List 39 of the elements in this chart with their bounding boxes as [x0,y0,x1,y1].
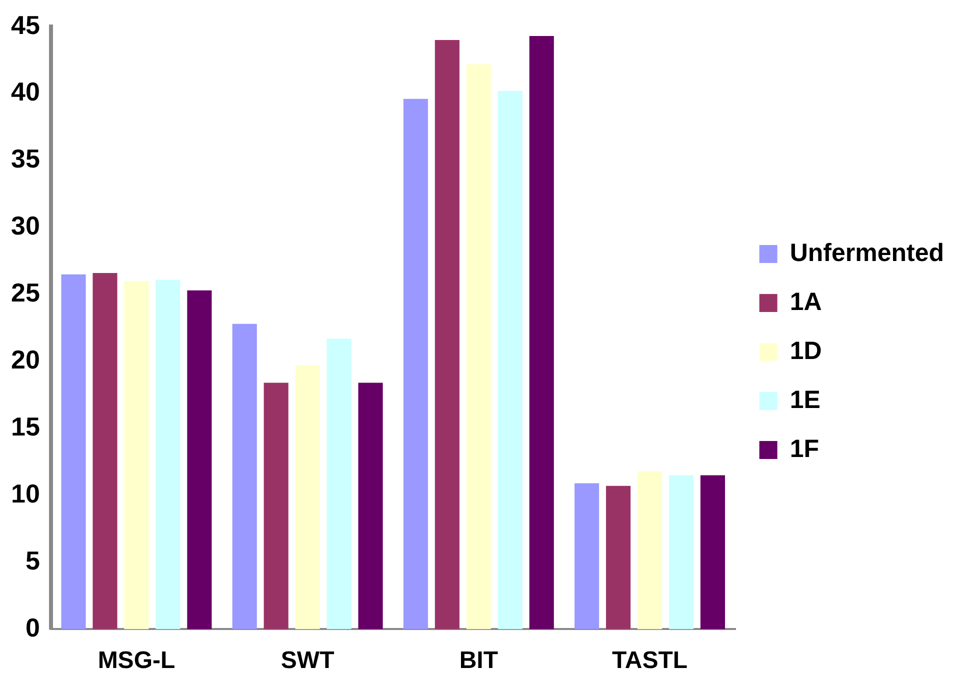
legend-label: 1D [790,336,822,365]
bar [326,338,352,630]
bar [403,98,428,630]
bar [92,272,118,630]
y-tick-label: 25 [11,278,40,308]
y-tick-label: 0 [25,612,40,642]
bar [232,324,257,630]
bar [156,280,180,630]
bar [606,486,631,630]
bar [529,36,554,630]
y-tick-label: 35 [11,144,40,174]
bar [61,274,86,630]
y-tick-label: 45 [11,10,40,40]
y-tick-label: 15 [11,412,40,442]
legend-label: 1F [790,434,819,463]
x-tick-label: SWT [280,647,335,674]
bar [187,290,212,630]
x-tick-label: TASTL [612,647,688,674]
y-tick-label: 20 [11,344,40,375]
bar [358,382,383,630]
bar [668,475,694,630]
bar [124,281,149,630]
legend-label: Unfermented [790,238,944,267]
legend-label: 1A [790,288,822,316]
x-tick-label: BIT [459,647,498,674]
x-tick-label: MSG-L [98,647,176,674]
bar [434,40,460,630]
bar [637,471,662,630]
y-tick-label: 10 [11,478,40,508]
bar [700,475,726,630]
bar [295,365,320,630]
y-tick-label: 40 [11,76,40,107]
y-tick-label: 30 [11,210,40,241]
y-tick-label: 5 [25,545,40,576]
legend-label: 1E [790,386,820,414]
bar [264,382,288,630]
bar [498,90,522,630]
bar [466,64,491,630]
bar [574,483,600,630]
